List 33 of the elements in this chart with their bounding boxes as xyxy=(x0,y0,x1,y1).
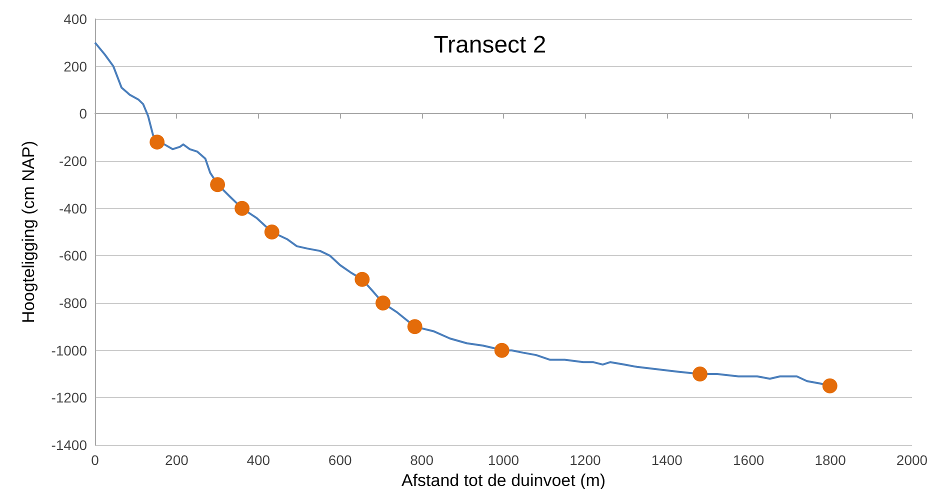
x-tick-label: 800 xyxy=(410,452,434,468)
point xyxy=(354,272,370,287)
y-tick-label: 400 xyxy=(64,11,88,27)
point xyxy=(210,177,226,192)
y-tick-label: -200 xyxy=(58,153,88,169)
x-tick-label: 400 xyxy=(246,452,270,468)
point xyxy=(150,134,165,150)
point xyxy=(376,296,390,310)
x-tick-label: 1800 xyxy=(814,452,846,468)
x-tick-label: 2000 xyxy=(896,452,928,468)
text: Transect 2 xyxy=(434,32,546,58)
x-tick-label: 0 xyxy=(91,452,100,468)
x-tick-label: 600 xyxy=(328,452,352,468)
point xyxy=(264,224,280,240)
y-tick-label: -1400 xyxy=(51,437,88,453)
x-tick-label: 1000 xyxy=(488,452,520,468)
x-tick-label: 1400 xyxy=(651,452,683,468)
y-tick-label: 0 xyxy=(79,106,88,122)
point xyxy=(234,200,250,216)
y-axis-title: Hoogteligging (cm NAP) xyxy=(19,140,38,324)
y-tick-label: 200 xyxy=(64,58,88,74)
y-tick-label: -400 xyxy=(58,200,88,216)
point xyxy=(692,366,708,382)
point xyxy=(822,378,838,394)
x-tick-label: 200 xyxy=(165,452,189,468)
y-tick-label: -1200 xyxy=(51,390,88,406)
y-tick-label: -800 xyxy=(58,295,88,311)
y-tick-label: -600 xyxy=(58,248,88,264)
point xyxy=(407,319,422,334)
x-tick-label: 1600 xyxy=(733,452,764,468)
y-tick-label: -1000 xyxy=(51,342,88,358)
point xyxy=(494,342,510,358)
x-tick-label: 1200 xyxy=(570,452,601,468)
